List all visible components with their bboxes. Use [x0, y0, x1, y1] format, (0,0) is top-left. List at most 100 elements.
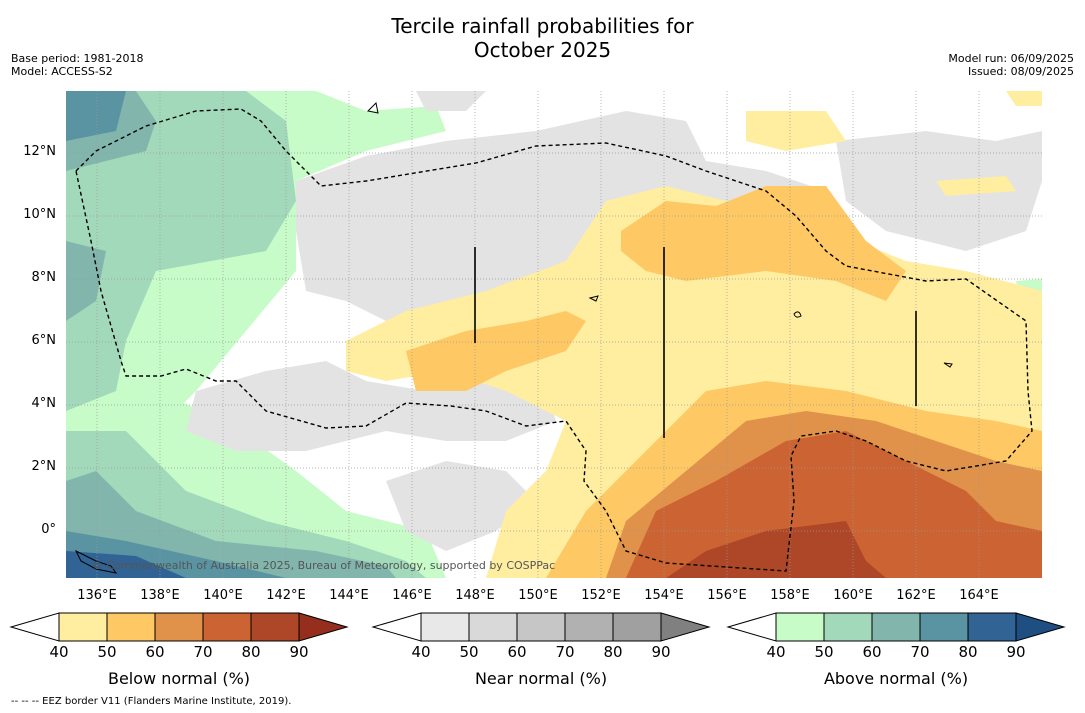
cb-below-extend-high	[298, 612, 349, 642]
section-markers	[474, 247, 917, 438]
region-above-70	[66, 91, 126, 141]
model-run: Model run: 06/09/2025	[948, 52, 1074, 65]
issued-date: Issued: 08/09/2025	[967, 65, 1074, 78]
island-outline	[793, 311, 802, 318]
cb-below-seg	[106, 612, 156, 642]
colorbars	[9, 612, 1066, 642]
cb-near-tick: 40	[411, 643, 431, 661]
y-tick: 0°	[41, 522, 56, 537]
cb-above-seg	[775, 612, 825, 642]
y-tick: 10°N	[23, 207, 56, 222]
cb-near-seg	[468, 612, 518, 642]
region-near-40-h	[416, 91, 486, 111]
colorbar-below-label: Below normal (%)	[107, 669, 251, 688]
colorbar-above-label: Above normal (%)	[823, 669, 969, 688]
cb-below-tick: 70	[193, 643, 213, 661]
credit-text: © Commonwealth of Australia 2025, Bureau…	[92, 559, 556, 572]
y-tick: 4°N	[31, 396, 57, 411]
islands	[74, 101, 953, 574]
footnote: -- -- -- EEZ border V11 (Flanders Marine…	[11, 696, 292, 707]
cb-near-tick: 50	[459, 643, 479, 661]
cb-near-extend-low	[371, 612, 422, 642]
cb-above-seg	[967, 612, 1017, 642]
cb-near-seg	[612, 612, 662, 642]
cb-near-tick: 90	[651, 643, 671, 661]
cb-below-tick: 40	[49, 643, 69, 661]
meta-left: Base period: 1981-2018 Model: ACCESS-S2	[11, 52, 143, 78]
region-below-40-b	[746, 111, 846, 151]
x-tick: 136°E	[77, 588, 117, 603]
cb-above-seg	[823, 612, 873, 642]
cb-above-seg	[919, 612, 969, 642]
cb-above-tick: 70	[910, 643, 930, 661]
cb-above-seg	[871, 612, 921, 642]
cb-above-tick: 90	[1006, 643, 1026, 661]
cb-below-seg	[250, 612, 300, 642]
cb-below-tick: 90	[289, 643, 309, 661]
cb-above-tick: 40	[766, 643, 786, 661]
region-below-70	[626, 431, 1042, 578]
cb-below-tick: 80	[241, 643, 261, 661]
cb-near-tick: 60	[507, 643, 527, 661]
chart-title: Tercile rainfall probabilities for Octob…	[0, 14, 1085, 62]
title-line-1: Tercile rainfall probabilities for	[391, 14, 694, 38]
y-tick: 8°N	[31, 270, 57, 285]
cb-above-extend-high	[1015, 612, 1066, 642]
x-tick: 148°E	[455, 588, 495, 603]
island-outline	[74, 549, 118, 574]
x-tick: 146°E	[392, 588, 432, 603]
region-below-50-b	[621, 186, 906, 301]
probability-map	[66, 91, 1042, 578]
eez-borders	[75, 108, 1033, 572]
region-above-80-south	[66, 551, 186, 578]
region-below-50-a	[406, 311, 586, 391]
cb-above-tick: 50	[814, 643, 834, 661]
x-tick: 164°E	[959, 588, 999, 603]
colorbar-below	[9, 612, 349, 642]
island-outline	[943, 362, 953, 368]
x-tick: 160°E	[833, 588, 873, 603]
cb-near-seg	[564, 612, 614, 642]
region-below-40-c	[936, 176, 1016, 196]
cb-above-extend-low	[726, 612, 777, 642]
x-tick: 144°E	[329, 588, 369, 603]
y-tick: 6°N	[31, 333, 57, 348]
region-above-50	[66, 91, 296, 411]
y-tick: 12°N	[23, 144, 56, 159]
y-tick: 2°N	[31, 459, 57, 474]
x-tick: 152°E	[581, 588, 621, 603]
cb-near-tick: 70	[555, 643, 575, 661]
x-tick: 158°E	[770, 588, 810, 603]
cb-below-tick: 50	[97, 643, 117, 661]
gridlines	[66, 91, 1042, 578]
cb-below-seg	[202, 612, 252, 642]
cb-below-seg	[58, 612, 108, 642]
base-period: Base period: 1981-2018	[11, 52, 144, 65]
colorbar-near	[371, 612, 711, 642]
region-near-40-a	[296, 111, 846, 331]
x-tick: 140°E	[203, 588, 243, 603]
x-tick: 154°E	[644, 588, 684, 603]
cb-near-seg	[420, 612, 470, 642]
cb-near-seg	[516, 612, 566, 642]
cb-below-extend-low	[9, 612, 60, 642]
x-tick: 138°E	[140, 588, 180, 603]
region-near-40-c	[836, 131, 1042, 251]
region-below-40-d	[1006, 91, 1042, 106]
region-above-60-mid	[66, 241, 106, 321]
cb-below-seg	[154, 612, 204, 642]
region-below-80	[666, 521, 886, 578]
meta-right: Model run: 06/09/2025 Issued: 08/09/2025	[948, 52, 1074, 78]
x-tick: 162°E	[896, 588, 936, 603]
island-outline	[588, 295, 599, 302]
island-outline	[366, 101, 379, 114]
x-tick: 150°E	[518, 588, 558, 603]
eez-palau-fsm-west	[75, 108, 1033, 572]
cb-near-tick: 80	[603, 643, 623, 661]
x-tick: 156°E	[707, 588, 747, 603]
cb-above-tick: 60	[862, 643, 882, 661]
colorbar-near-label: Near normal (%)	[474, 669, 608, 688]
colorbar-above	[726, 612, 1066, 642]
x-tick: 142°E	[266, 588, 306, 603]
cb-above-tick: 80	[958, 643, 978, 661]
